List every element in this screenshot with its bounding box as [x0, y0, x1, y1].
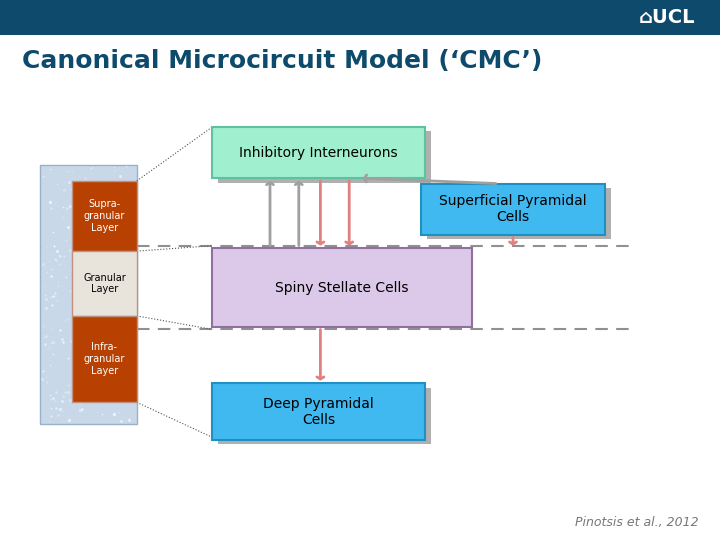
Text: Inhibitory Interneurons: Inhibitory Interneurons	[239, 146, 398, 159]
FancyBboxPatch shape	[212, 383, 425, 440]
FancyBboxPatch shape	[218, 388, 431, 444]
FancyBboxPatch shape	[212, 127, 425, 178]
Bar	[0, 0, 720, 35]
Text: Infra-
granular
Layer: Infra- granular Layer	[84, 342, 125, 376]
FancyBboxPatch shape	[72, 251, 137, 316]
Text: Canonical Microcircuit Model (‘CMC’): Canonical Microcircuit Model (‘CMC’)	[22, 49, 542, 72]
Text: Supra-
granular
Layer: Supra- granular Layer	[84, 199, 125, 233]
FancyBboxPatch shape	[72, 181, 137, 251]
FancyBboxPatch shape	[218, 131, 431, 183]
Text: Granular
Layer: Granular Layer	[83, 273, 126, 294]
Text: Pinotsis et al., 2012: Pinotsis et al., 2012	[575, 516, 698, 529]
Text: Superficial Pyramidal
Cells: Superficial Pyramidal Cells	[439, 194, 587, 224]
FancyBboxPatch shape	[421, 184, 605, 235]
FancyBboxPatch shape	[427, 188, 611, 239]
Text: Spiny Stellate Cells: Spiny Stellate Cells	[275, 281, 409, 294]
FancyBboxPatch shape	[72, 316, 137, 402]
FancyBboxPatch shape	[212, 248, 472, 327]
Text: Deep Pyramidal
Cells: Deep Pyramidal Cells	[264, 397, 374, 427]
Text: ⌂UCL: ⌂UCL	[639, 8, 695, 27]
Bar	[40, 165, 137, 424]
